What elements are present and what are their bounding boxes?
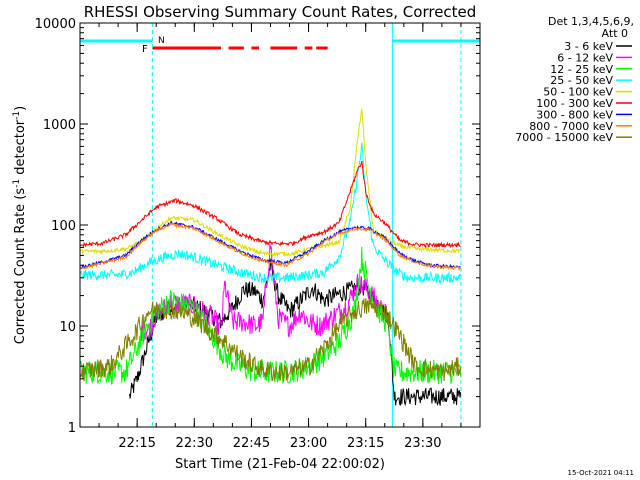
y-tick-label: 1000: [43, 118, 76, 133]
legend-label-7000-15000-kev: 7000 - 15000 keV: [515, 131, 613, 144]
series-line-25-50-kev: [79, 142, 462, 285]
x-tick-label: 22:45: [233, 436, 270, 451]
y-tick-label: 10000: [35, 17, 76, 32]
series-line-7000-15000-kev: [79, 297, 462, 382]
legend-label-50-100-kev: 50 - 100 keV: [543, 86, 613, 99]
y-tick-label: 1: [68, 421, 76, 436]
series-line-800-7000-kev: [79, 222, 461, 271]
series-line-6-12-kev: [140, 243, 389, 342]
flare-flag-label: F: [142, 44, 148, 55]
footer-timestamp: 15-Oct-2021 04:11: [568, 469, 634, 477]
y-axis-label: Corrected Count Rate (s-1 detector-1): [12, 106, 28, 344]
y-tick-label: 100: [51, 219, 76, 234]
night-flag-label: N: [158, 36, 165, 46]
x-axis-ticks: 22:15 22:30 22:45 23:00 23:15 23:30: [98, 23, 462, 451]
legend-label-6-12-kev: 6 - 12 keV: [557, 51, 613, 64]
x-tick-label: 23:15: [347, 436, 384, 451]
x-tick-label: 22:30: [176, 436, 213, 451]
series-layer: [79, 108, 462, 407]
x-axis-label: Start Time (21-Feb-04 22:00:02): [175, 457, 385, 472]
legend-label-300-800-kev: 300 - 800 keV: [536, 108, 613, 121]
legend-label-800-7000-kev: 800 - 7000 keV: [529, 120, 613, 133]
y-axis-ticks: 1 10 100 1000 10000: [35, 17, 480, 436]
legend-label-12-25-kev: 12 - 25 keV: [550, 63, 613, 76]
chart-title: RHESSI Observing Summary Count Rates, Co…: [84, 3, 477, 21]
series-line-50-100-kev: [79, 108, 461, 258]
x-tick-label: 23:00: [290, 436, 327, 451]
legend-label-100-300-kev: 100 - 300 keV: [536, 97, 613, 110]
series-line-12-25-kev: [79, 246, 462, 385]
series-line-100-300-kev: [79, 160, 461, 248]
legend-label-3-6-kev: 3 - 6 keV: [564, 40, 613, 53]
y-tick-label: 10: [59, 320, 76, 335]
x-tick-label: 23:30: [404, 436, 441, 451]
legend-header-line2: Att 0: [602, 27, 628, 40]
legend-label-25-50-kev: 25 - 50 keV: [550, 74, 613, 87]
legend-header-line1: Det 1,3,4,5,6,9,: [548, 15, 634, 28]
x-tick-label: 22:15: [118, 436, 155, 451]
